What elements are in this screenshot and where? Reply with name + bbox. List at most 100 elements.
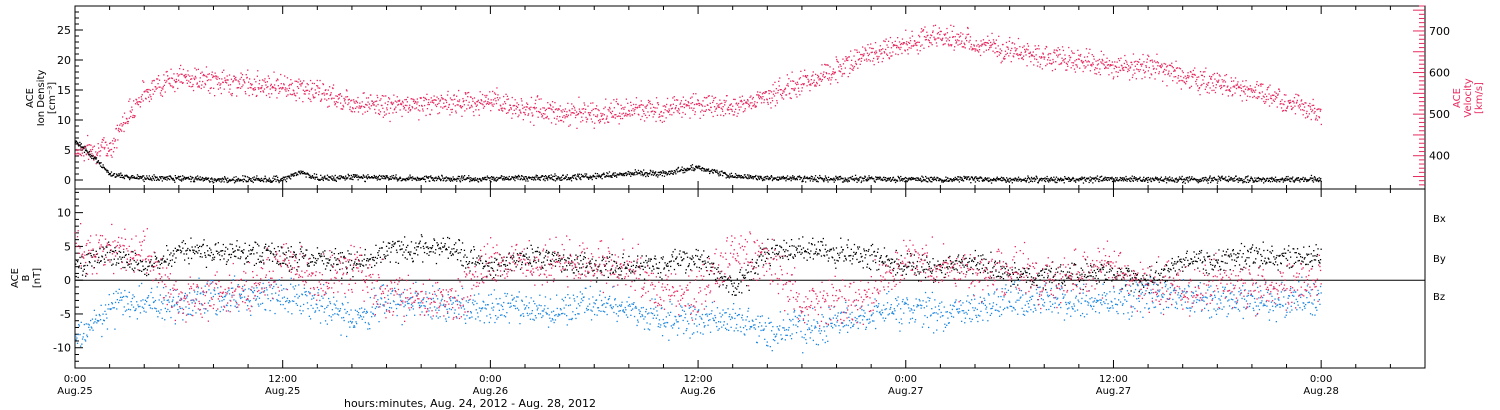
velocity-point bbox=[632, 108, 634, 110]
density-point bbox=[264, 175, 266, 177]
velocity-point bbox=[136, 101, 138, 103]
density-point bbox=[250, 178, 252, 180]
density-point bbox=[156, 176, 158, 178]
velocity-point bbox=[1264, 102, 1266, 104]
velocity-point bbox=[272, 86, 274, 88]
velocity-point bbox=[905, 29, 907, 31]
velocity-point bbox=[551, 101, 554, 103]
velocity-point bbox=[1007, 46, 1009, 48]
density-point bbox=[76, 142, 78, 145]
velocity-point bbox=[1028, 56, 1031, 58]
velocity-point bbox=[398, 103, 400, 106]
velocity-point bbox=[358, 105, 360, 107]
density-point bbox=[1107, 177, 1110, 179]
velocity-point bbox=[217, 76, 219, 78]
velocity-point bbox=[199, 80, 201, 83]
velocity-point bbox=[260, 87, 262, 90]
density-point bbox=[99, 165, 102, 167]
density-point bbox=[959, 178, 961, 180]
density-point bbox=[826, 179, 829, 181]
velocity-point bbox=[604, 106, 606, 108]
velocity-point bbox=[1079, 67, 1081, 69]
velocity-point bbox=[249, 86, 251, 89]
velocity-point bbox=[1184, 75, 1186, 77]
velocity-point bbox=[1218, 79, 1220, 81]
density-point bbox=[1056, 181, 1058, 184]
velocity-point bbox=[1039, 63, 1042, 66]
density-point bbox=[333, 176, 335, 178]
density-point bbox=[366, 177, 368, 179]
density-point bbox=[523, 176, 525, 178]
velocity-point bbox=[433, 95, 435, 97]
velocity-point bbox=[272, 86, 275, 89]
velocity-point bbox=[391, 103, 393, 105]
velocity-point bbox=[782, 98, 785, 100]
velocity-point bbox=[1168, 64, 1170, 66]
velocity-point bbox=[689, 117, 691, 119]
velocity-point bbox=[1316, 109, 1318, 111]
velocity-point bbox=[1225, 89, 1227, 92]
velocity-point bbox=[556, 115, 558, 118]
velocity-point bbox=[266, 86, 268, 89]
density-point bbox=[520, 177, 522, 179]
velocity-point bbox=[1216, 72, 1218, 74]
velocity-point bbox=[625, 112, 627, 114]
velocity-point bbox=[866, 52, 869, 54]
velocity-point bbox=[561, 111, 563, 113]
density-point bbox=[237, 179, 239, 181]
velocity-point bbox=[241, 86, 243, 88]
velocity-point bbox=[1291, 100, 1294, 102]
velocity-point bbox=[524, 112, 526, 114]
velocity-point bbox=[921, 44, 923, 46]
velocity-point bbox=[930, 42, 932, 44]
density-point bbox=[956, 177, 958, 180]
density-point bbox=[321, 176, 323, 178]
velocity-point bbox=[908, 47, 910, 49]
velocity-point bbox=[309, 98, 311, 101]
velocity-point bbox=[364, 111, 366, 113]
velocity-point bbox=[478, 109, 480, 111]
velocity-point bbox=[1038, 56, 1041, 58]
velocity-point bbox=[639, 104, 641, 106]
velocity-point bbox=[1187, 74, 1189, 77]
velocity-point bbox=[780, 89, 782, 91]
velocity-point bbox=[705, 97, 707, 99]
velocity-point bbox=[759, 91, 761, 93]
velocity-point bbox=[85, 146, 87, 148]
velocity-point bbox=[373, 104, 375, 106]
velocity-point bbox=[883, 40, 885, 42]
density-point bbox=[245, 180, 247, 182]
density-point bbox=[79, 141, 81, 144]
velocity-point bbox=[828, 77, 831, 79]
velocity-point bbox=[914, 40, 916, 42]
velocity-point bbox=[359, 107, 361, 109]
velocity-point bbox=[100, 144, 102, 146]
density-point bbox=[165, 176, 168, 178]
density-point bbox=[394, 178, 396, 180]
velocity-point bbox=[770, 107, 772, 109]
velocity-point bbox=[972, 48, 974, 50]
velocity-point bbox=[370, 94, 372, 96]
velocity-point bbox=[782, 92, 784, 94]
velocity-point bbox=[696, 103, 698, 105]
velocity-point bbox=[875, 52, 878, 54]
density-point bbox=[211, 177, 213, 179]
velocity-point bbox=[174, 90, 176, 93]
velocity-point bbox=[330, 93, 332, 96]
velocity-point bbox=[665, 117, 667, 119]
density-point bbox=[452, 176, 454, 178]
density-point bbox=[1209, 176, 1211, 178]
velocity-point bbox=[955, 39, 957, 41]
velocity-point bbox=[1306, 116, 1309, 118]
velocity-point bbox=[176, 80, 178, 83]
density-point bbox=[405, 180, 407, 182]
velocity-point bbox=[1156, 61, 1159, 63]
velocity-point bbox=[931, 44, 933, 46]
velocity-point bbox=[456, 95, 458, 97]
velocity-point bbox=[278, 92, 280, 94]
velocity-point bbox=[767, 101, 769, 104]
velocity-point bbox=[429, 113, 431, 116]
density-point bbox=[1234, 179, 1236, 182]
density-point bbox=[466, 178, 468, 180]
velocity-point bbox=[871, 47, 873, 50]
